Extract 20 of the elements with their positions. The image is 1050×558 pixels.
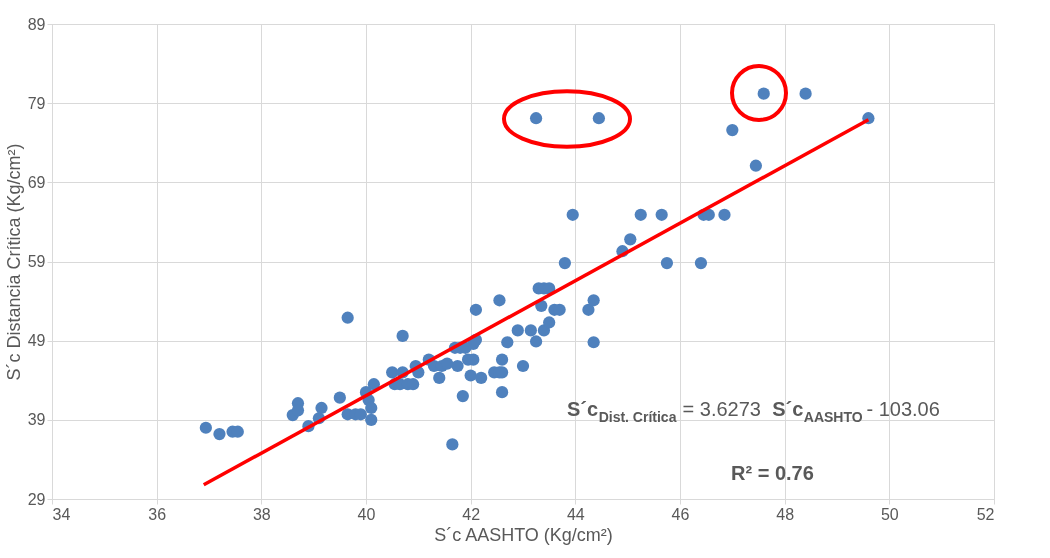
y-tick-label: 29 (27, 490, 46, 508)
x-tick-label: 42 (462, 505, 481, 523)
x-tick-label: 52 (976, 505, 995, 523)
y-tick-label: 89 (27, 15, 46, 33)
x-tick-label: 36 (148, 505, 167, 523)
x-tick-label: 38 (252, 505, 271, 523)
annotation: R² = 0.76 (731, 462, 814, 484)
x-tick-label: 44 (566, 505, 585, 523)
x-axis-title: S´c AASHTO (Kg/cm²) (434, 524, 613, 545)
x-tick-label: 40 (357, 505, 376, 523)
y-tick-label: 49 (27, 332, 46, 350)
x-tick-label: 46 (671, 505, 690, 523)
y-tick-label: 59 (27, 253, 46, 270)
x-tick-label: 50 (880, 505, 899, 523)
x-tick-label: 48 (776, 505, 795, 523)
y-tick-label: 39 (27, 411, 46, 429)
x-tick-label: 34 (52, 505, 71, 523)
y-tick-label: 69 (27, 173, 46, 191)
y-axis-title: S´c Distancia Crítica (Kg/cm²) (3, 143, 24, 381)
y-tick-label: 79 (27, 94, 46, 112)
